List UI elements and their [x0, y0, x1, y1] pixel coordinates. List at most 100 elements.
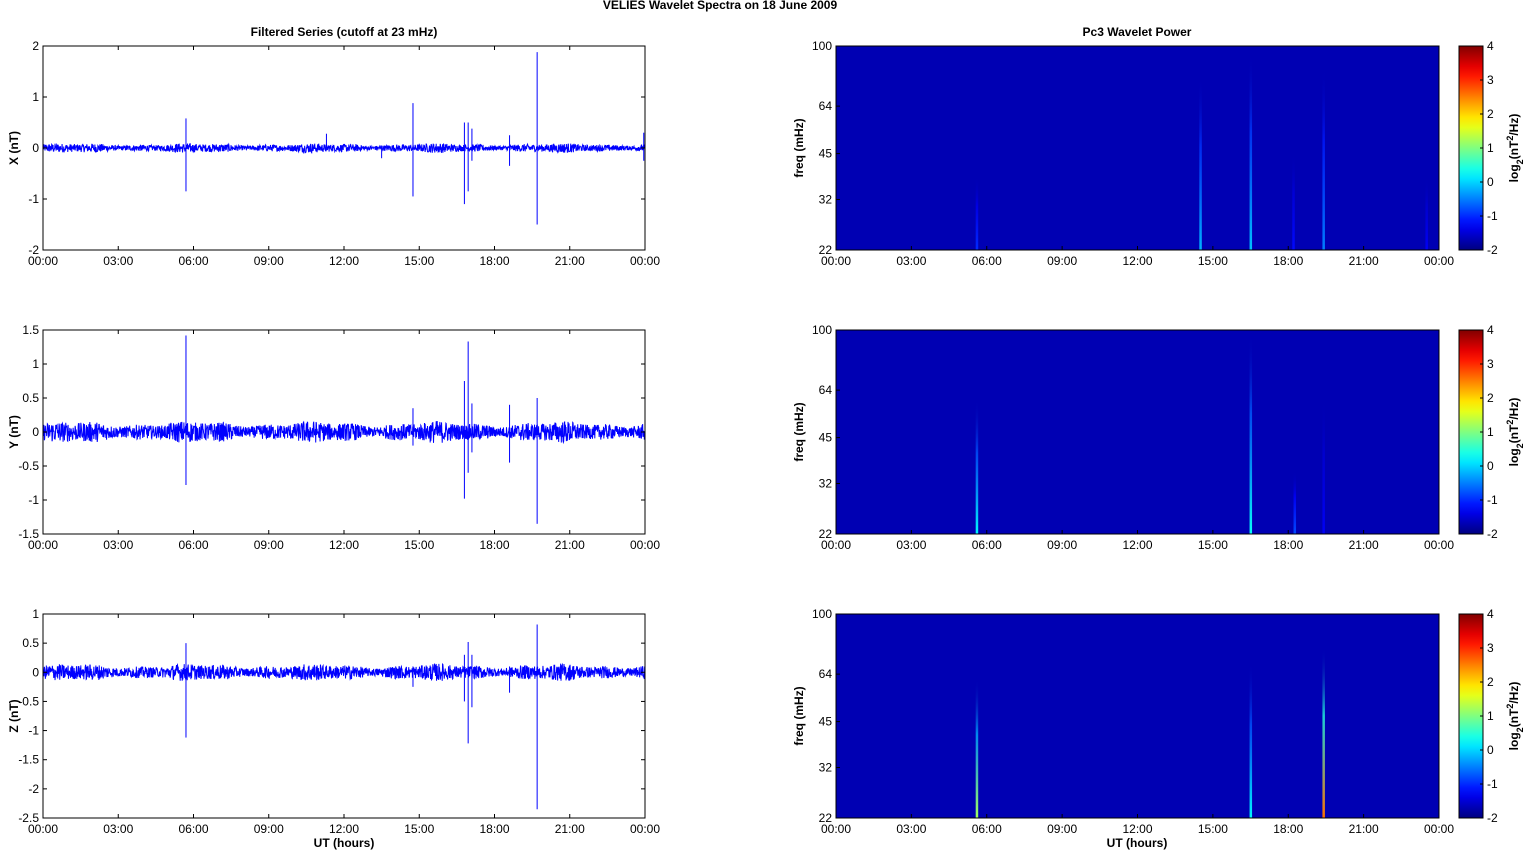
axes-frame [835, 45, 1440, 251]
colorbar-tick-label: 0 [1487, 743, 1494, 757]
y-tick-label: -1 [28, 192, 39, 206]
y-tick-label: -1 [28, 724, 39, 738]
x-tick-label: 18:00 [1273, 254, 1303, 268]
y-tick-label: 45 [819, 431, 833, 445]
x-tick-label: 03:00 [103, 822, 133, 836]
colorbar-tick-label: 1 [1487, 141, 1494, 155]
colorbar-tick-label: 0 [1487, 459, 1494, 473]
x-tick-label: 00:00 [821, 254, 851, 268]
y-tick-label: 64 [819, 667, 833, 681]
wavelet-burst [1322, 647, 1325, 818]
x-tick-label: 06:00 [972, 822, 1002, 836]
x-tick-label: 06:00 [972, 538, 1002, 552]
x-tick-label: 00:00 [28, 538, 58, 552]
y-tick-label: -2 [28, 243, 39, 257]
colorbar-tick-label: 4 [1487, 39, 1494, 53]
y-tick-label: 1 [32, 357, 39, 371]
colorbar-tick-label: 3 [1487, 73, 1494, 87]
y-tick-label: -1.5 [18, 753, 39, 767]
colorbar-tick-label: 2 [1487, 107, 1494, 121]
x-tick-label: 15:00 [1198, 538, 1228, 552]
y-tick-label: -1 [28, 493, 39, 507]
x-tick-label: 18:00 [1273, 538, 1303, 552]
colorbar: 4 3 2 1 0 -1 -2 log2(nT2/Hz) [1458, 607, 1525, 825]
axes-frame [835, 329, 1440, 535]
x-tick-label: 15:00 [404, 538, 434, 552]
y-tick-label: 22 [819, 243, 833, 257]
x-tick-label: 12:00 [329, 254, 359, 268]
wavelet-power-field [836, 614, 1439, 818]
colorbar-gradient [1458, 329, 1484, 535]
wavelet-burst [1249, 52, 1253, 250]
axes-frame [42, 45, 646, 251]
y-tick-label: -0.5 [18, 459, 39, 473]
series-trace [42, 662, 646, 682]
colorbar-tick-label: 3 [1487, 357, 1494, 371]
x-tick-label: 12:00 [1122, 822, 1152, 836]
y-tick-label: -2.5 [18, 811, 39, 825]
colorbar: 4 3 2 1 0 -1 -2 log2(nT2/Hz) [1458, 39, 1525, 257]
y-tick-label: 1 [32, 90, 39, 104]
y-axis-label: Z (nT) [7, 699, 21, 732]
x-tick-label: 00:00 [630, 254, 660, 268]
x-tick-label: 03:00 [896, 822, 926, 836]
wavelet-burst [1292, 153, 1295, 250]
y-tick-label: 0 [32, 665, 39, 679]
x-tick-label: 03:00 [103, 538, 133, 552]
colorbar-tick-label: 2 [1487, 391, 1494, 405]
series-trace [42, 142, 646, 155]
y-axis-label: freq (mHz) [792, 402, 806, 461]
wavelet-burst [1322, 398, 1325, 534]
x-tick-label: 12:00 [1122, 254, 1152, 268]
wavelet-burst [1249, 662, 1253, 818]
x-tick-label: 00:00 [821, 538, 851, 552]
x-axis-label-right: UT (hours) [1107, 836, 1168, 850]
x-tick-label: 15:00 [1198, 822, 1228, 836]
right-column-title: Pc3 Wavelet Power [1083, 25, 1192, 39]
y-tick-label: 45 [819, 715, 833, 729]
colorbar-tick-label: 3 [1487, 641, 1494, 655]
x-tick-label: 06:00 [972, 254, 1002, 268]
x-tick-label: 12:00 [1122, 538, 1152, 552]
wavelet-burst [975, 398, 979, 534]
x-tick-label: 00:00 [821, 822, 851, 836]
colorbar-tick-label: 1 [1487, 709, 1494, 723]
colorbar-tick-label: -1 [1487, 777, 1498, 791]
y-tick-label: 32 [819, 193, 833, 207]
x-tick-label: 09:00 [254, 538, 284, 552]
y-tick-label: 100 [812, 39, 832, 53]
x-tick-label: 00:00 [28, 822, 58, 836]
wavelet-burst [1293, 471, 1297, 534]
colorbar-label: log2(nT2/Hz) [1505, 682, 1525, 751]
wavelet-burst [975, 176, 979, 250]
axes-frame [835, 613, 1440, 819]
figure-title: VELIES Wavelet Spectra on 18 June 2009 [603, 0, 838, 12]
y-tick-label: 0 [32, 425, 39, 439]
x-tick-label: 18:00 [479, 822, 509, 836]
x-tick-label: 18:00 [1273, 822, 1303, 836]
x-tick-label: 06:00 [178, 538, 208, 552]
y-tick-label: 22 [819, 527, 833, 541]
colorbar-tick-label: -1 [1487, 209, 1498, 223]
x-tick-label: 15:00 [404, 254, 434, 268]
x-tick-label: 03:00 [896, 254, 926, 268]
colorbar-gradient [1458, 613, 1484, 819]
y-tick-label: 32 [819, 761, 833, 775]
y-tick-label: 1.5 [22, 323, 39, 337]
x-tick-label: 00:00 [630, 822, 660, 836]
wavelet-burst [1425, 176, 1428, 250]
colorbar-tick-label: -2 [1487, 811, 1498, 825]
axes-frame [42, 613, 646, 819]
x-tick-label: 00:00 [28, 254, 58, 268]
left-column-title: Filtered Series (cutoff at 23 mHz) [251, 25, 438, 39]
x-tick-label: 18:00 [479, 538, 509, 552]
y-tick-label: -2 [28, 782, 39, 796]
x-series-panel: 210-1-200:00 03:00 06:00 09:00 12:00 15:00 18:… [7, 39, 660, 268]
wavelet-burst [1322, 67, 1325, 250]
x-tick-label: 21:00 [555, 254, 585, 268]
series-trace [42, 420, 646, 445]
x-tick-label: 00:00 [1424, 538, 1454, 552]
x-tick-label: 09:00 [254, 822, 284, 836]
colorbar-tick-label: 4 [1487, 607, 1494, 621]
